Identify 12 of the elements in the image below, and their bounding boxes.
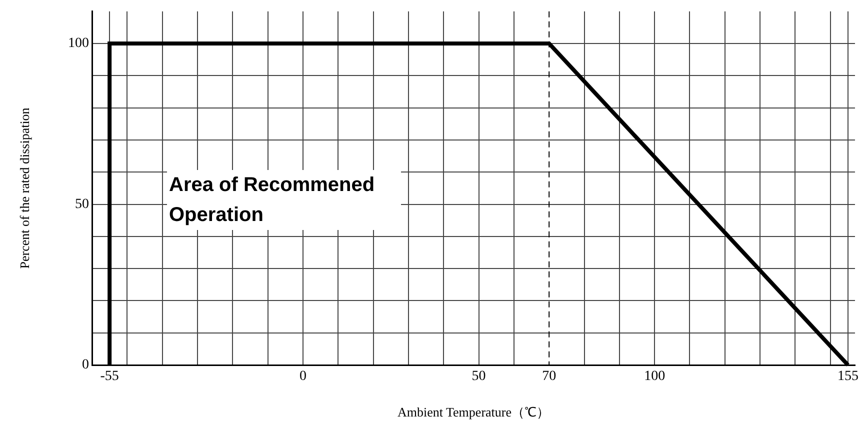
annotation: Area of Recommened Operation	[167, 170, 401, 230]
x-tick-label: 50	[472, 369, 486, 384]
y-tick-label: 100	[68, 36, 89, 52]
x-tick-label: 155	[837, 369, 858, 384]
y-axis-title: Percent of the rated dissipation	[17, 107, 32, 269]
x-tick-label: 70	[542, 369, 556, 384]
y-tick-label: 50	[75, 196, 89, 212]
x-tick-label: 0	[299, 369, 306, 384]
x-tick-label: -55	[100, 369, 119, 384]
x-axis-title: Ambient Temperature（℃）	[397, 404, 550, 420]
y-tick-label: 0	[82, 358, 89, 373]
x-tick-label: 100	[644, 369, 666, 384]
